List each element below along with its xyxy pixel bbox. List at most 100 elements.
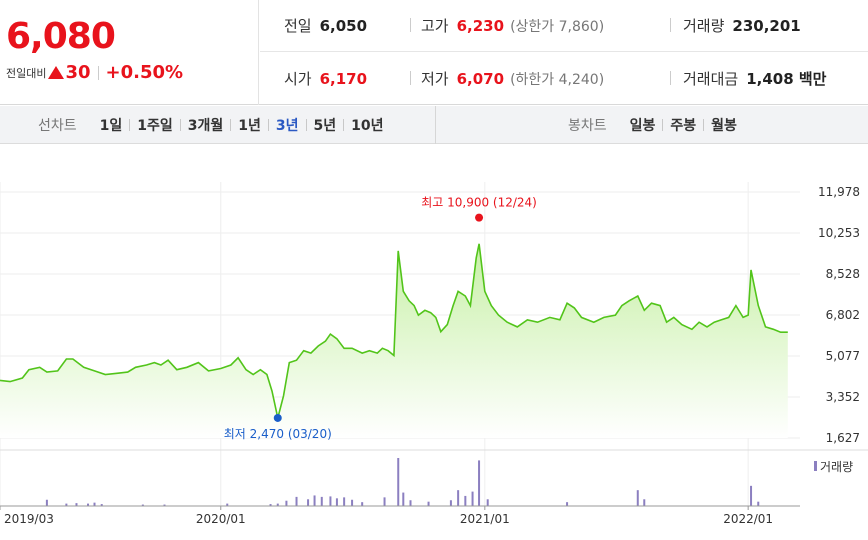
x-axis: 2019/03 2020/01 2021/01 2022/01: [0, 505, 800, 526]
divider: [230, 119, 232, 131]
divider: [179, 119, 181, 131]
price-box: 6,080 전일대비 30 +0.50%: [0, 0, 259, 105]
price-series: [0, 243, 788, 438]
y-tick-label: 8,528: [826, 267, 860, 281]
y-tick-label: 10,253: [818, 226, 860, 240]
volume-bar: [449, 500, 452, 506]
change-percent: +0.50%: [105, 62, 184, 83]
volume-bar: [335, 498, 338, 506]
chart-toolbar: 선차트 1일 1주일 3개월 1년 3년 5년 10년 봉차트 일봉 주봉 월봉: [0, 106, 868, 144]
period-1y[interactable]: 1년: [238, 118, 261, 134]
divider: [410, 71, 411, 85]
volume-bar: [285, 500, 288, 506]
chart-annotations: 최고 10,900 (12/24) 최저 2,470 (03/20): [224, 196, 537, 441]
volume-bar: [269, 504, 272, 506]
volume-bar: [343, 497, 346, 506]
stock-summary: 6,080 전일대비 30 +0.50% 전일 6,050 고가 6,230 (…: [0, 0, 868, 105]
open-value: 6,170: [319, 70, 368, 88]
x-tick-label: 2020/01: [196, 512, 246, 526]
y-tick-label: 11,978: [818, 185, 860, 199]
volume-bar: [307, 499, 310, 506]
high-label: 고가: [421, 17, 449, 35]
y-axis-labels: 11,978 10,253 8,528 6,802 5,077 3,352 1,627: [818, 185, 860, 445]
trade-value-label: 거래대금: [683, 70, 739, 88]
y-tick-label: 6,802: [826, 308, 860, 322]
volume-bar: [276, 503, 279, 506]
candle-daily[interactable]: 일봉: [629, 118, 656, 134]
upper-limit: (상한가 7,860): [510, 19, 605, 35]
divider: [410, 18, 411, 32]
volume-bar: [295, 496, 298, 506]
volume-bar: [486, 499, 489, 506]
y-tick-label: 3,352: [826, 390, 860, 404]
period-3y[interactable]: 3년: [275, 118, 299, 134]
volume-bar: [464, 495, 467, 506]
open-stat: 시가 6,170: [284, 68, 367, 89]
period-3m[interactable]: 3개월: [187, 118, 224, 134]
volume-bar: [750, 485, 753, 506]
volume-bar: [351, 499, 354, 506]
y-tick-label: 5,077: [826, 349, 860, 363]
candle-chart-periods: 봉차트 일봉 주봉 월봉: [568, 106, 744, 144]
divider: [305, 119, 307, 131]
prev-close-stat: 전일 6,050: [284, 15, 367, 36]
line-chart-periods: 선차트 1일 1주일 3개월 1년 3년 5년 10년: [38, 106, 391, 144]
min-price-label: 최저 2,470 (03/20): [224, 427, 332, 441]
volume-bar: [636, 490, 639, 506]
lower-limit: (하한가 4,240): [510, 72, 605, 88]
volume-bar: [45, 499, 48, 506]
volume-bar: [397, 458, 400, 506]
divider: [435, 106, 436, 144]
high-stat: 고가 6,230 (상한가 7,860): [421, 15, 604, 36]
trade-value-value: 1,408 백만: [746, 70, 827, 88]
x-tick-label: 2022/01: [723, 512, 773, 526]
period-5y[interactable]: 5년: [313, 118, 337, 134]
up-triangle-icon: [48, 66, 65, 79]
change-row: 전일대비 30 +0.50%: [6, 62, 183, 83]
price-area: [0, 243, 788, 438]
line-chart-title: 선차트: [38, 118, 77, 134]
x-tick-label: 2019/03: [4, 512, 54, 526]
divider: [129, 119, 131, 131]
volume-bar: [361, 502, 364, 506]
min-price-point: [273, 413, 282, 422]
prev-close-label: 전일: [284, 17, 312, 35]
volume-bar: [402, 492, 405, 506]
candle-monthly[interactable]: 월봉: [711, 118, 737, 134]
candle-weekly[interactable]: 주봉: [670, 118, 697, 134]
prev-close-value: 6,050: [319, 17, 368, 35]
volume-bar: [471, 491, 474, 506]
volume-bar: [409, 500, 412, 506]
volume-bar: [100, 504, 103, 506]
divider: [97, 65, 99, 80]
period-1d[interactable]: 1일: [99, 118, 123, 134]
volume-stat: 거래량 230,201: [683, 15, 801, 36]
period-10y[interactable]: 10년: [351, 118, 384, 134]
volume-legend-label: 거래량: [820, 460, 853, 474]
volume-bar: [478, 460, 481, 506]
open-label: 시가: [284, 70, 312, 88]
volume-bar: [87, 503, 90, 506]
volume-bar: [383, 497, 386, 506]
divider: [670, 71, 671, 85]
volume-bar: [643, 499, 646, 506]
change-label: 전일대비: [6, 66, 47, 80]
volume-bars: 거래량: [45, 458, 853, 506]
volume-bar: [427, 501, 430, 506]
volume-bar: [141, 504, 144, 506]
volume-bar: [75, 503, 78, 506]
x-tick-label: 2021/01: [460, 512, 510, 526]
max-price-point: [475, 213, 484, 222]
period-1w[interactable]: 1주일: [137, 118, 173, 134]
volume-bar: [163, 504, 166, 506]
y-tick-label: 1,627: [826, 431, 860, 445]
volume-bar: [329, 496, 332, 506]
volume-bar: [320, 496, 323, 506]
low-value: 6,070: [456, 70, 505, 88]
current-price: 6,080: [6, 16, 116, 57]
change-amount: 30: [65, 62, 91, 83]
volume-bar: [757, 501, 760, 506]
stats-panel: 전일 6,050 고가 6,230 (상한가 7,860) 거래량 230,20…: [260, 0, 868, 105]
volume-value: 230,201: [732, 17, 801, 35]
volume-legend-swatch: [814, 461, 817, 471]
